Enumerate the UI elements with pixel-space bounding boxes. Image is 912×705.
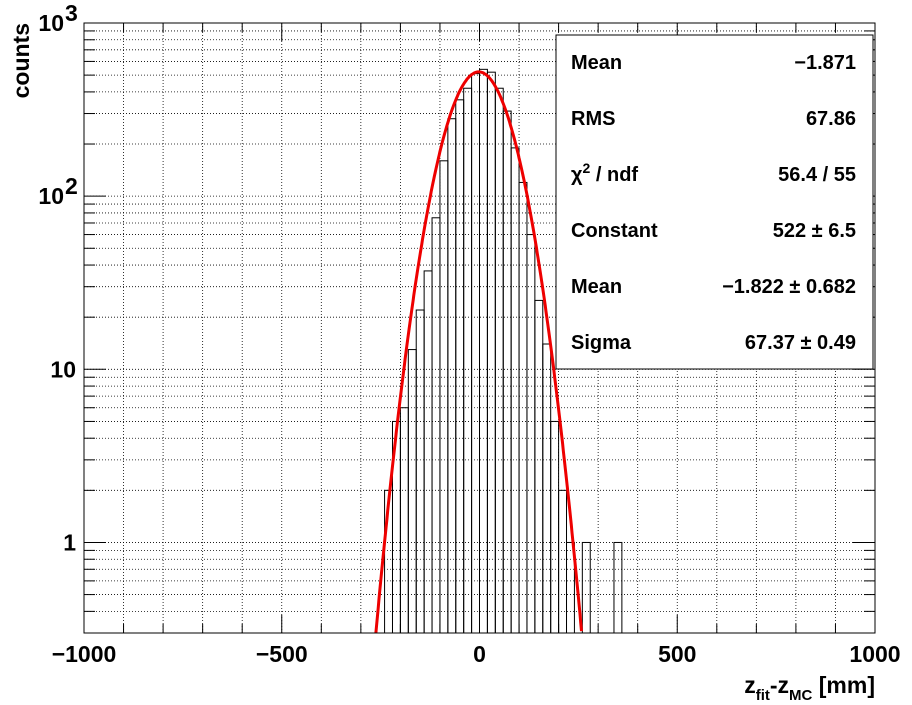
x-tick-labels: −1000 −500 0 500 1000 (52, 641, 901, 667)
stats-value: 67.86 (806, 108, 856, 130)
stats-box: Mean −1.871 RMS 67.86 χ2 / ndf 56.4 / 55 Const… (555, 34, 874, 370)
y-tick-label: 10 (38, 10, 64, 36)
x-tick-label: 0 (473, 641, 486, 667)
stats-label: Constant (571, 220, 658, 242)
y-tick-label: 10 (50, 356, 76, 382)
stats-label: Sigma (571, 332, 632, 354)
fit-curve (374, 70, 583, 633)
stats-label: Mean (571, 276, 622, 298)
x-tick-label: 1000 (849, 641, 900, 667)
x-tick-label: −500 (256, 641, 308, 667)
stats-value: 67.37 ± 0.49 (745, 332, 856, 354)
stats-value: 522 ± 6.5 (773, 220, 856, 242)
x-tick-label: −1000 (52, 641, 117, 667)
stats-label: χ2 / ndf (571, 160, 638, 186)
y-tick-label-exponent: 2 (65, 173, 78, 199)
stats-box-frame (555, 34, 874, 370)
stats-label: Mean (571, 52, 622, 74)
stats-value: −1.871 (794, 52, 856, 74)
y-tick-label-exponent: 3 (65, 0, 78, 26)
stats-value: −1.822 ± 0.682 (722, 276, 856, 298)
x-tick-label: 500 (658, 641, 696, 667)
stats-value: 56.4 / 55 (778, 164, 856, 186)
y-axis-title: counts (8, 23, 34, 98)
y-tick-label: 10 (38, 183, 64, 209)
x-axis-title: zfit-zMC [mm] (744, 672, 875, 704)
gaussian-fit-line (374, 70, 583, 633)
stats-label: RMS (571, 108, 615, 130)
y-tick-label: 1 (63, 529, 76, 555)
